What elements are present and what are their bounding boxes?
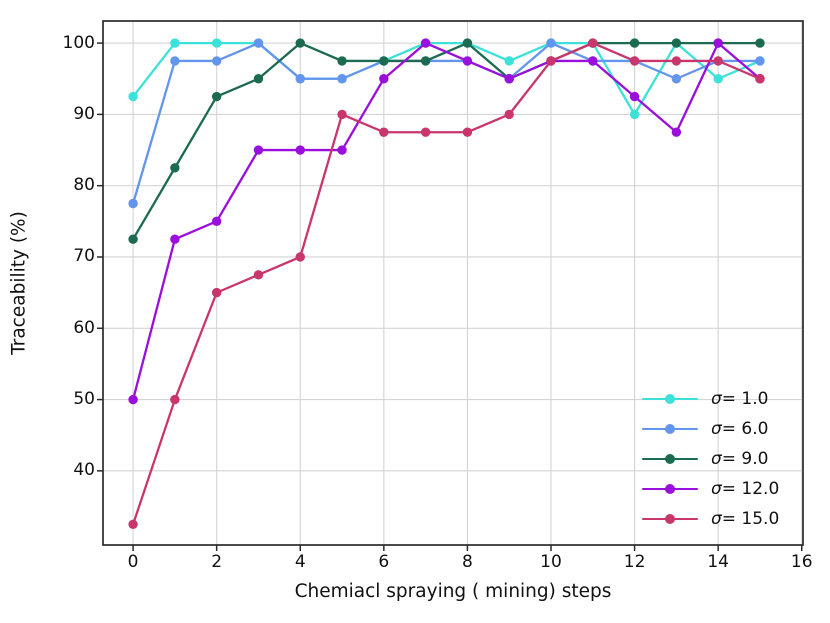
series-marker-4 (462, 56, 473, 66)
series-marker-2 (295, 74, 305, 84)
series-marker-4 (588, 56, 598, 66)
legend-label: σ= 12.0 (711, 479, 780, 499)
series-marker-3 (295, 38, 305, 48)
legend-line-marker-icon (642, 394, 698, 404)
x-tick-label: 2 (211, 552, 223, 572)
legend-line-marker-icon (642, 514, 698, 524)
series-marker-5 (671, 56, 682, 66)
series-marker-3 (379, 56, 389, 66)
series-marker-3 (253, 74, 264, 84)
legend-item: σ= 1.0 (642, 384, 779, 414)
x-tick-label: 4 (294, 552, 306, 572)
series-marker-5 (546, 56, 556, 66)
series-marker-3 (128, 234, 138, 244)
series-marker-4 (211, 216, 222, 227)
series-marker-2 (128, 198, 138, 209)
series-marker-1 (504, 56, 514, 66)
series-marker-4 (253, 145, 264, 155)
series-marker-4 (337, 145, 347, 155)
legend-label: σ= 15.0 (711, 509, 780, 529)
series-marker-5 (588, 38, 598, 48)
legend-label: σ= 6.0 (711, 419, 769, 439)
series-line-3 (132, 41, 760, 240)
legend-label: σ= 1.0 (711, 389, 769, 409)
series-marker-5 (337, 109, 347, 120)
series-marker-5 (504, 109, 514, 120)
series-marker-5 (755, 74, 765, 84)
legend-line-marker-icon (642, 454, 698, 464)
legend-item: σ= 15.0 (642, 504, 779, 534)
series-marker-2 (671, 74, 682, 84)
series-marker-2 (253, 38, 264, 48)
y-tick-label: 40 (73, 460, 95, 481)
series-marker-4 (128, 394, 138, 405)
series-marker-2 (546, 38, 556, 48)
series-line-1 (132, 41, 761, 116)
x-axis-label: Chemiacl spraying ( mining) steps (294, 581, 612, 602)
y-tick-label: 80 (73, 175, 95, 196)
series-marker-5 (629, 56, 640, 66)
series-marker-5 (211, 287, 222, 298)
y-tick-label: 90 (73, 103, 95, 124)
x-tick-label: 12 (623, 552, 646, 572)
y-tick-label: 50 (73, 389, 95, 410)
series-marker-5 (379, 127, 389, 137)
x-tick-label: 6 (378, 552, 390, 572)
legend-item: σ= 9.0 (642, 444, 779, 474)
x-tick-label: 16 (790, 552, 813, 572)
series-marker-5 (295, 252, 305, 262)
series-marker-5 (713, 56, 723, 66)
series-marker-4 (420, 38, 431, 48)
series-marker-1 (629, 109, 640, 120)
series-marker-4 (671, 127, 682, 137)
series-marker-4 (713, 38, 723, 48)
x-tick-label: 10 (540, 552, 562, 572)
legend: σ= 1.0 σ= 6.0 σ= 9.0 σ= 12.0 σ= 15.0 (642, 384, 779, 534)
y-tick-label: 100 (62, 32, 95, 53)
series-marker-3 (170, 163, 180, 173)
series-marker-3 (337, 56, 347, 66)
legend-item: σ= 6.0 (642, 414, 779, 444)
series-marker-3 (462, 38, 473, 48)
axes-frame (102, 20, 804, 546)
legend-line-marker-icon (642, 484, 698, 494)
legend-line-marker-icon (642, 424, 698, 434)
x-tick-label: 14 (707, 552, 729, 572)
series-marker-2 (170, 56, 180, 66)
legend-label: σ= 9.0 (711, 449, 769, 469)
series-line-5 (131, 41, 761, 525)
series-marker-2 (755, 56, 765, 66)
series-marker-1 (170, 38, 180, 48)
series-marker-5 (462, 127, 473, 137)
series-marker-1 (211, 38, 222, 48)
series-marker-4 (379, 74, 389, 84)
x-tick-label: 8 (461, 552, 473, 572)
series-marker-3 (671, 38, 682, 48)
series-marker-1 (713, 74, 723, 84)
series-marker-3 (420, 56, 431, 66)
legend-item: σ= 12.0 (642, 474, 779, 504)
series-marker-5 (253, 270, 264, 280)
series-marker-3 (211, 91, 222, 102)
series-marker-5 (170, 394, 180, 405)
series-marker-4 (295, 145, 305, 155)
series-marker-4 (504, 74, 514, 84)
series-marker-3 (755, 38, 765, 48)
series-marker-4 (629, 91, 640, 102)
series-marker-5 (128, 519, 138, 530)
series-line-4 (131, 41, 761, 400)
series-marker-4 (170, 234, 180, 244)
x-tick-label: 0 (127, 552, 139, 572)
series-marker-2 (211, 56, 222, 66)
series-marker-5 (420, 127, 431, 137)
series-marker-3 (629, 38, 640, 48)
y-tick-label: 60 (73, 317, 95, 338)
series-marker-2 (337, 74, 347, 84)
y-tick-label: 70 (73, 246, 95, 267)
series-line-2 (131, 41, 760, 204)
series-marker-1 (128, 91, 138, 102)
y-axis-label: Traceability (%) (8, 211, 30, 355)
